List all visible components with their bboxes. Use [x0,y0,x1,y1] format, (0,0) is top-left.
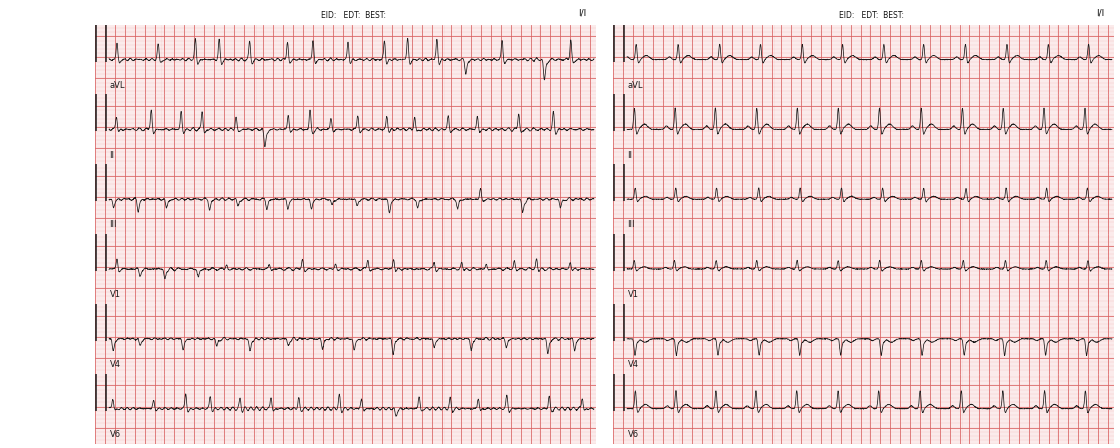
Text: aVL: aVL [110,81,125,90]
Text: V1: V1 [110,290,121,299]
Text: II: II [110,151,114,159]
Text: EID:   EDT:  BEST:: EID: EDT: BEST: [839,12,904,21]
Text: I/I: I/I [1096,9,1104,17]
Text: EID:   EDT:  BEST:: EID: EDT: BEST: [320,12,385,21]
Text: V4: V4 [110,360,121,369]
Text: II: II [627,151,633,159]
Text: aVL: aVL [627,81,643,90]
Text: V1: V1 [627,290,638,299]
Text: III: III [627,220,635,229]
Text: V6: V6 [627,430,638,439]
Text: I/I: I/I [578,9,587,17]
Text: V4: V4 [627,360,638,369]
Text: V6: V6 [110,430,121,439]
Text: III: III [110,220,118,229]
